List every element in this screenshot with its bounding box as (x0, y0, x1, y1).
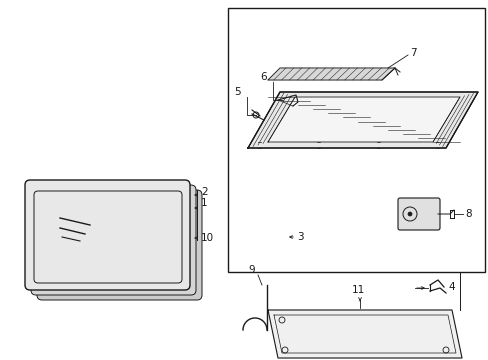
Text: 2: 2 (201, 187, 207, 197)
Text: 8: 8 (464, 209, 470, 219)
Text: 3: 3 (296, 232, 303, 242)
Polygon shape (247, 92, 477, 148)
Text: 4: 4 (447, 282, 454, 292)
Text: 10: 10 (201, 233, 214, 243)
Text: 7: 7 (409, 48, 416, 58)
Polygon shape (267, 97, 459, 142)
Bar (227, 8, 484, 272)
Text: 9: 9 (247, 265, 254, 275)
Text: 11: 11 (351, 285, 365, 295)
FancyBboxPatch shape (25, 180, 190, 290)
FancyBboxPatch shape (31, 185, 196, 295)
Polygon shape (267, 310, 461, 358)
FancyBboxPatch shape (37, 190, 202, 300)
Text: 6: 6 (260, 72, 266, 82)
FancyBboxPatch shape (397, 198, 439, 230)
Polygon shape (267, 68, 394, 80)
Text: 1: 1 (201, 198, 207, 208)
Text: 5: 5 (234, 87, 240, 97)
Circle shape (407, 212, 411, 216)
